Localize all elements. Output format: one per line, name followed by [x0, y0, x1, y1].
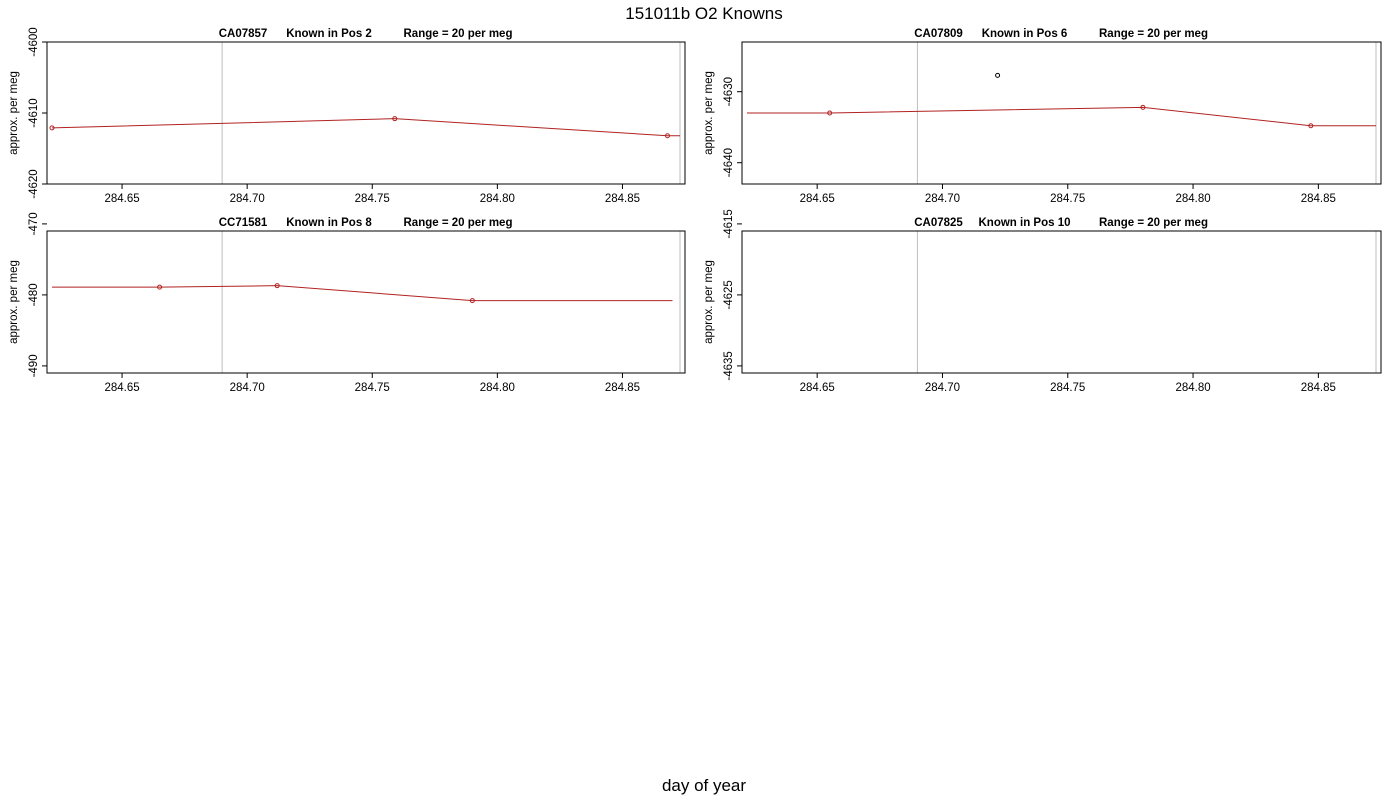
x-axis-label: day of year [662, 776, 746, 795]
y-tick-label: -4610 [28, 98, 40, 127]
x-tick-label: 284.80 [1175, 382, 1210, 394]
y-tick-label: -4615 [723, 209, 735, 238]
x-tick-label: 284.80 [1175, 193, 1210, 205]
panel-title-position: Known in Pos 8 [286, 217, 372, 229]
y-tick-label: -4620 [28, 169, 40, 198]
data-point [157, 284, 163, 290]
fit-line [52, 285, 673, 302]
fit-line [747, 106, 1376, 127]
panel-title-id: CA07825 [914, 217, 963, 229]
y-tick-label: -4630 [723, 77, 735, 106]
plot-frame [741, 41, 1382, 185]
x-tick-label: 284.65 [104, 382, 139, 394]
y-axis-label: approx. per meg [8, 260, 20, 344]
chart-panel: CC71581 Known in Pos 8 Range = 20 per meg a… [8, 212, 686, 394]
panel-title-range: Range = 20 per meg [1099, 217, 1208, 229]
x-tick-label: 284.75 [1050, 382, 1085, 394]
y-tick-label: -480 [28, 283, 40, 306]
chart-panel: CA07857 Known in Pos 2 Range = 20 per meg a… [8, 27, 686, 205]
x-tick-label: 284.65 [800, 193, 835, 205]
x-tick-label: 284.70 [925, 193, 960, 205]
x-tick-label: 284.65 [104, 193, 139, 205]
x-tick-label: 284.80 [480, 193, 515, 205]
x-tick-label: 284.80 [480, 382, 515, 394]
plot-frame [46, 230, 686, 374]
y-tick-label: -4625 [723, 280, 735, 309]
x-tick-label: 284.65 [800, 382, 835, 394]
data-point [664, 133, 670, 139]
x-tick-label: 284.85 [605, 382, 640, 394]
panel-title-position: Known in Pos 6 [982, 28, 1068, 40]
panel-title-range: Range = 20 per meg [1099, 28, 1208, 40]
data-point [49, 125, 55, 131]
panel-title-position: Known in Pos 10 [978, 217, 1070, 229]
data-point [1140, 104, 1146, 110]
chart-panel: CA07809 Known in Pos 6 Range = 20 per meg a… [703, 28, 1382, 205]
x-tick-label: 284.85 [605, 193, 640, 205]
y-tick-label: -4600 [28, 27, 40, 56]
y-axis-label: approx. per meg [8, 71, 20, 155]
x-tick-label: 284.85 [1301, 382, 1336, 394]
x-tick-label: 284.75 [355, 193, 390, 205]
figure-title: 151011b O2 Knowns [625, 4, 783, 23]
fit-line [51, 118, 680, 137]
x-tick-label: 284.85 [1301, 193, 1336, 205]
x-tick-label: 284.70 [230, 382, 265, 394]
y-tick-label: -4640 [723, 148, 735, 177]
chart-panel: CA07825 Known in Pos 10 Range = 20 per meg… [703, 209, 1382, 394]
y-axis-label: approx. per meg [703, 71, 715, 155]
plot-frame [741, 230, 1382, 374]
data-point [469, 298, 475, 304]
x-tick-label: 284.70 [925, 382, 960, 394]
y-axis-label: approx. per meg [703, 260, 715, 344]
data-point [827, 110, 833, 116]
outlier-point [995, 72, 1001, 78]
data-point [392, 116, 398, 122]
data-point [274, 283, 280, 289]
panel-title-id: CA07809 [914, 28, 963, 40]
x-tick-label: 284.75 [1050, 193, 1085, 205]
x-tick-label: 284.70 [230, 193, 265, 205]
plot-frame [46, 41, 686, 185]
x-tick-label: 284.75 [355, 382, 390, 394]
panel-title-position: Known in Pos 2 [286, 28, 372, 40]
panel-title-id: CC71581 [219, 217, 268, 229]
data-point [1308, 123, 1314, 129]
y-tick-label: -470 [28, 212, 40, 235]
panels: CA07857 Known in Pos 2 Range = 20 per meg a… [8, 27, 1382, 394]
panel-title-id: CA07857 [219, 28, 268, 40]
panel-title-range: Range = 20 per meg [404, 28, 513, 40]
y-tick-label: -4635 [723, 351, 735, 380]
panel-title-range: Range = 20 per meg [404, 217, 513, 229]
y-tick-label: -490 [28, 354, 40, 377]
